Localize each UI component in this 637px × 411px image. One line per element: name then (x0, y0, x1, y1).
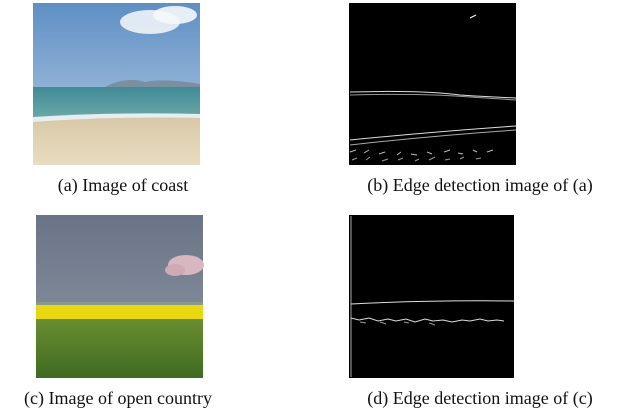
image-edges-coast (349, 3, 517, 165)
caption: (b) Edge detection image of (a) (367, 175, 592, 196)
image-coast (33, 3, 200, 165)
caption: (c) Image of open country (24, 388, 212, 409)
caption: (a) Image of coast (58, 175, 188, 196)
caption: (d) Edge detection image of (c) (367, 388, 592, 409)
image-edges-open-country (349, 215, 515, 378)
image-open-country (36, 215, 204, 378)
